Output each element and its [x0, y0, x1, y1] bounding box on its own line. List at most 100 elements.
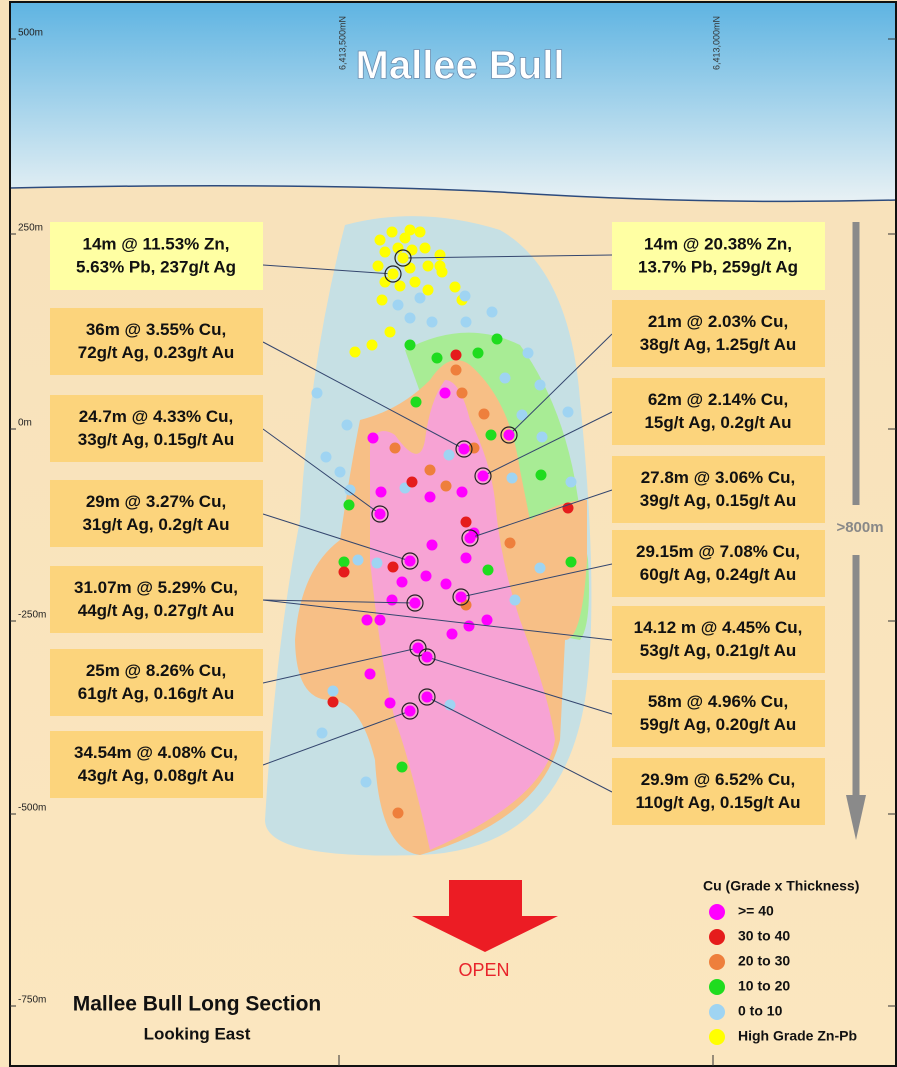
intercept-line: 14m @ 20.38% Zn,: [644, 234, 792, 253]
leader: [460, 563, 613, 598]
drill-dot: [491, 333, 503, 345]
drill-dot: [414, 226, 426, 238]
drill-dot: [424, 491, 436, 503]
leader: [262, 264, 394, 275]
leader: [508, 333, 613, 436]
intercept-dot: [387, 268, 399, 280]
drill-dot: [364, 668, 376, 680]
drill-dot: [384, 326, 396, 338]
drill-dot: [509, 594, 521, 606]
drill-dot: [440, 578, 452, 590]
intercept-ring: [409, 639, 427, 657]
intercept-box: [50, 731, 263, 798]
drill-dot: [404, 262, 416, 274]
elevation-label: -250m: [18, 610, 46, 621]
drill-dot: [426, 539, 438, 551]
drill-dot: [482, 564, 494, 576]
drill-dot: [534, 379, 546, 391]
leader: [402, 254, 613, 259]
drill-dot: [504, 537, 516, 549]
drill-dot: [406, 244, 418, 256]
drill-dot: [389, 442, 401, 454]
drill-dot: [439, 387, 451, 399]
drill-dot: [374, 234, 386, 246]
elevation-label: 250m: [18, 223, 43, 234]
intercept-circles: [371, 249, 518, 720]
legend-label: 30 to 40: [738, 928, 790, 944]
surface: [9, 185, 897, 203]
intercept-line: 31.07m @ 5.29% Cu,: [74, 578, 238, 597]
drill-dot: [424, 464, 436, 476]
elevation-axis: 500m 250m 0m -250m -500m -750m: [10, 28, 896, 1007]
intercept-line: 72g/t Ag, 0.23g/t Au: [78, 343, 235, 362]
drill-dot: [311, 387, 323, 399]
drill-dots: [311, 224, 577, 819]
drill-dot: [460, 552, 472, 564]
drill-dot: [379, 246, 391, 258]
legend-label: 20 to 30: [738, 953, 790, 969]
drill-dot: [394, 280, 406, 292]
leader: [469, 489, 613, 539]
intercept-line: 60g/t Ag, 0.24g/t Au: [640, 565, 797, 584]
leader: [426, 656, 613, 715]
drill-dot: [396, 761, 408, 773]
intercept-dot: [421, 651, 433, 663]
drill-dot: [434, 249, 446, 261]
drill-dot: [344, 484, 356, 496]
leader: [262, 710, 411, 766]
intercept-ring: [394, 249, 412, 267]
drill-dot: [387, 561, 399, 573]
intercept-line: 29.15m @ 7.08% Cu,: [636, 542, 800, 561]
legend-label: High Grade Zn-Pb: [738, 1028, 857, 1044]
drill-dot: [352, 554, 364, 566]
drill-dot: [506, 472, 518, 484]
intercept-dot: [412, 642, 424, 654]
intercept-box: [612, 222, 825, 290]
depth-label: >800m: [836, 519, 883, 536]
drill-dot: [374, 614, 386, 626]
intercept-line: 15g/t Ag, 0.2g/t Au: [644, 413, 791, 432]
drill-dot: [404, 339, 416, 351]
intercept-line: 29.9m @ 6.52% Cu,: [641, 770, 796, 789]
drill-dot: [316, 727, 328, 739]
drill-dot: [565, 556, 577, 568]
drill-dot: [366, 339, 378, 351]
drill-dot: [386, 594, 398, 606]
intercept-dot: [421, 691, 433, 703]
leader: [262, 428, 381, 515]
intercept-line: 29m @ 3.27% Cu,: [86, 492, 226, 511]
drill-dot: [485, 429, 497, 441]
intercept-dot: [404, 705, 416, 717]
drill-dot: [443, 449, 455, 461]
drill-dot: [463, 620, 475, 632]
intercept-box: [612, 758, 825, 825]
drill-dot: [320, 451, 332, 463]
intercept-ring: [500, 426, 518, 444]
drill-dot: [371, 557, 383, 569]
drill-dot: [396, 576, 408, 588]
drill-dot: [386, 226, 398, 238]
intercept-line: 59g/t Ag, 0.20g/t Au: [640, 715, 797, 734]
open-label: OPEN: [458, 960, 509, 980]
intercept-line: 21m @ 2.03% Cu,: [648, 312, 788, 331]
drill-dot: [450, 364, 462, 376]
drill-dot: [450, 349, 462, 361]
drill-dot: [499, 372, 511, 384]
drill-dot: [367, 432, 379, 444]
legend-label: 0 to 10: [738, 1003, 783, 1019]
intercept-dot: [397, 252, 409, 264]
legend-title: Cu (Grade x Thickness): [703, 878, 859, 894]
drill-dot: [431, 352, 443, 364]
depth-arrow: >800m: [836, 222, 884, 840]
drill-dot: [379, 276, 391, 288]
drill-dot: [327, 685, 339, 697]
legend-swatch: [709, 1004, 725, 1020]
intercept-line: 110g/t Ag, 0.15g/t Au: [635, 793, 800, 812]
drill-dot: [456, 387, 468, 399]
drill-dot: [486, 306, 498, 318]
drill-dot: [434, 260, 446, 272]
drill-dot: [422, 260, 434, 272]
intercept-ring: [406, 594, 424, 612]
intercept-line: 44g/t Ag, 0.27g/t Au: [78, 601, 235, 620]
elevation-label: 500m: [18, 28, 43, 39]
